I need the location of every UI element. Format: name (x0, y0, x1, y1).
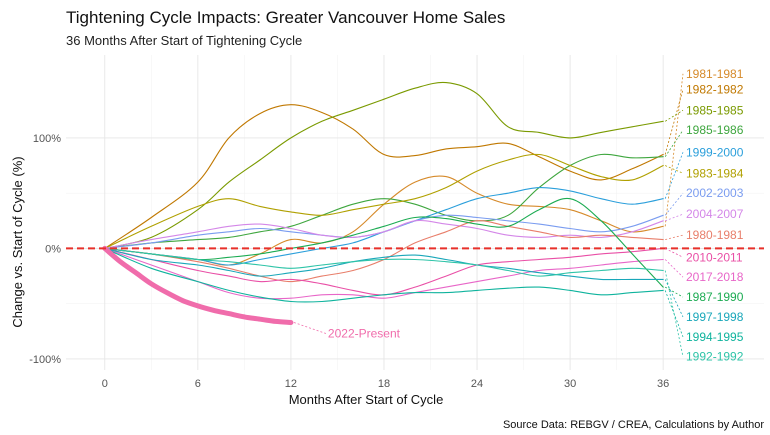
series-label: 1987-1990 (686, 290, 744, 304)
x-tick-label: 18 (378, 378, 390, 390)
series-line (104, 247, 664, 300)
series-label: 1997-1998 (686, 310, 744, 324)
x-tick-label: 12 (285, 378, 297, 390)
label-leader (293, 322, 327, 334)
series-label: 2010-2011 (686, 250, 743, 264)
x-tick-label: 30 (564, 378, 576, 390)
series-label: 1992-1992 (686, 350, 744, 364)
series-label: 2022-Present (328, 327, 401, 341)
series-layer (66, 81, 764, 325)
series-line (104, 247, 664, 277)
label-leader (665, 234, 684, 240)
x-tick-label: 36 (657, 378, 669, 390)
label-leader (664, 109, 684, 122)
axis-ticks: 0 6 12 18 24 30 36 -100% 0% 100% (29, 133, 669, 390)
series-line (104, 197, 664, 288)
chart-subtitle: 36 Months After Start of Tightening Cycl… (66, 33, 302, 48)
x-tick-label: 24 (471, 378, 483, 390)
label-leader (664, 270, 684, 357)
y-axis-title: Change vs. Start of Cycle (%) (10, 156, 25, 327)
series-line (104, 81, 664, 249)
y-tick-label: 0% (45, 243, 61, 255)
y-tick-label: 100% (33, 133, 61, 145)
chart-title: Tightening Cycle Impacts: Greater Vancou… (66, 8, 505, 27)
series-line (104, 247, 664, 303)
label-leader (664, 152, 684, 199)
x-tick-label: 6 (195, 378, 201, 390)
label-leader (664, 279, 684, 318)
label-leader (664, 286, 684, 298)
grid (66, 55, 764, 370)
label-leader (664, 129, 684, 157)
series-label: 2002-2003 (686, 186, 744, 200)
series-line (104, 247, 664, 296)
series-line (104, 219, 664, 249)
series-line (104, 153, 664, 249)
series-label: 1999-2000 (686, 145, 744, 159)
source-caption: Source Data: REBGV / CREA, Calculations … (503, 419, 764, 431)
x-axis-title: Months After Start of Cycle (289, 392, 444, 407)
series-label: 1982-1982 (686, 82, 744, 96)
series-label: 1994-1995 (686, 330, 744, 344)
x-tick-label: 0 (102, 378, 108, 390)
series-line (102, 245, 294, 325)
label-leader (664, 259, 684, 278)
series-line (104, 220, 664, 283)
label-leader (664, 73, 684, 227)
series-label: 1980-1981 (686, 228, 744, 242)
label-leader (664, 192, 684, 216)
series-label: 2017-2018 (686, 270, 744, 284)
label-leader (664, 89, 684, 155)
series-label: 1981-1981 (686, 67, 744, 81)
series-label: 2004-2007 (686, 207, 744, 221)
label-leader (665, 248, 684, 258)
y-tick-label: -100% (29, 354, 61, 366)
series-label: 1985-1985 (686, 103, 744, 117)
series-label: 1985-1986 (686, 123, 744, 137)
label-leader (665, 213, 684, 222)
series-label: 1983-1984 (686, 166, 744, 180)
series-line (104, 247, 664, 281)
series-line (104, 153, 664, 249)
series-line (104, 104, 664, 249)
label-leader (665, 165, 684, 174)
